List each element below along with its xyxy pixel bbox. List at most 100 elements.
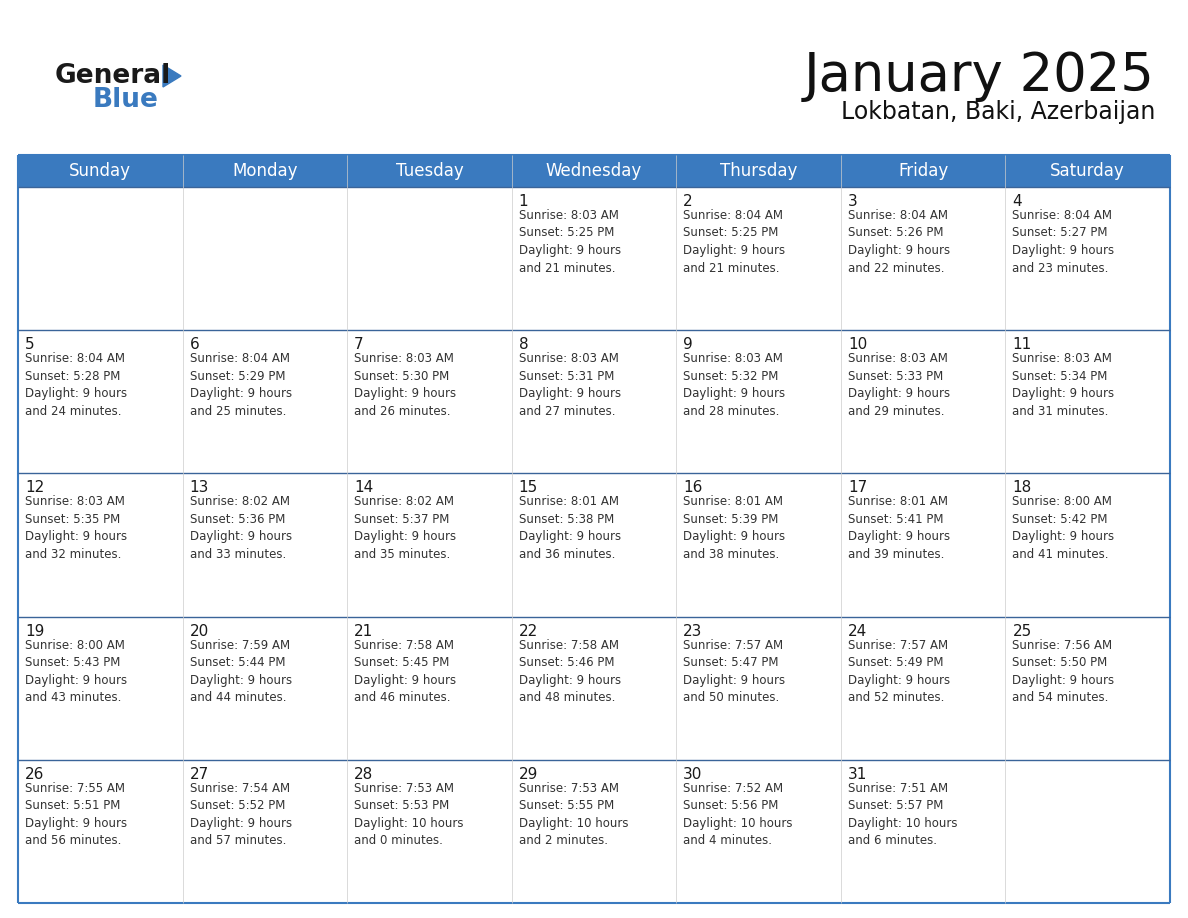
- Bar: [183, 187, 347, 330]
- Text: 5: 5: [25, 337, 34, 353]
- Bar: [841, 187, 1005, 330]
- Text: 28: 28: [354, 767, 373, 782]
- Bar: [512, 330, 676, 474]
- Text: Sunrise: 7:56 AM
Sunset: 5:50 PM
Daylight: 9 hours
and 54 minutes.: Sunrise: 7:56 AM Sunset: 5:50 PM Dayligh…: [1012, 639, 1114, 704]
- Text: Sunrise: 7:52 AM
Sunset: 5:56 PM
Daylight: 10 hours
and 4 minutes.: Sunrise: 7:52 AM Sunset: 5:56 PM Dayligh…: [683, 782, 792, 847]
- Text: 24: 24: [848, 623, 867, 639]
- Text: Sunrise: 7:57 AM
Sunset: 5:47 PM
Daylight: 9 hours
and 50 minutes.: Sunrise: 7:57 AM Sunset: 5:47 PM Dayligh…: [683, 639, 785, 704]
- Bar: [1005, 187, 1170, 330]
- Text: Thursday: Thursday: [720, 162, 797, 180]
- Bar: [841, 760, 1005, 903]
- Text: Sunrise: 8:00 AM
Sunset: 5:42 PM
Daylight: 9 hours
and 41 minutes.: Sunrise: 8:00 AM Sunset: 5:42 PM Dayligh…: [1012, 496, 1114, 561]
- Bar: [18, 330, 183, 474]
- Text: January 2025: January 2025: [804, 50, 1155, 102]
- Bar: [512, 474, 676, 617]
- Text: 3: 3: [848, 194, 858, 209]
- Text: 23: 23: [683, 623, 702, 639]
- Text: 19: 19: [25, 623, 44, 639]
- Bar: [512, 760, 676, 903]
- Text: Sunrise: 8:01 AM
Sunset: 5:41 PM
Daylight: 9 hours
and 39 minutes.: Sunrise: 8:01 AM Sunset: 5:41 PM Dayligh…: [848, 496, 950, 561]
- Bar: [1005, 760, 1170, 903]
- Text: Sunrise: 7:53 AM
Sunset: 5:53 PM
Daylight: 10 hours
and 0 minutes.: Sunrise: 7:53 AM Sunset: 5:53 PM Dayligh…: [354, 782, 463, 847]
- Bar: [347, 760, 512, 903]
- Text: Sunrise: 8:04 AM
Sunset: 5:27 PM
Daylight: 9 hours
and 23 minutes.: Sunrise: 8:04 AM Sunset: 5:27 PM Dayligh…: [1012, 209, 1114, 274]
- Bar: [676, 187, 841, 330]
- Bar: [1005, 617, 1170, 760]
- Text: 18: 18: [1012, 480, 1031, 496]
- Text: 2: 2: [683, 194, 693, 209]
- Text: Sunrise: 8:02 AM
Sunset: 5:36 PM
Daylight: 9 hours
and 33 minutes.: Sunrise: 8:02 AM Sunset: 5:36 PM Dayligh…: [190, 496, 292, 561]
- Text: 26: 26: [25, 767, 44, 782]
- Text: General: General: [55, 63, 171, 89]
- Bar: [347, 330, 512, 474]
- Text: Sunrise: 8:03 AM
Sunset: 5:35 PM
Daylight: 9 hours
and 32 minutes.: Sunrise: 8:03 AM Sunset: 5:35 PM Dayligh…: [25, 496, 127, 561]
- Text: 4: 4: [1012, 194, 1022, 209]
- Text: 8: 8: [519, 337, 529, 353]
- Text: Blue: Blue: [93, 87, 159, 113]
- Bar: [183, 760, 347, 903]
- Bar: [18, 617, 183, 760]
- Text: 11: 11: [1012, 337, 1031, 353]
- Text: Sunrise: 8:01 AM
Sunset: 5:38 PM
Daylight: 9 hours
and 36 minutes.: Sunrise: 8:01 AM Sunset: 5:38 PM Dayligh…: [519, 496, 621, 561]
- Bar: [841, 474, 1005, 617]
- Text: 7: 7: [354, 337, 364, 353]
- Bar: [676, 760, 841, 903]
- Bar: [183, 330, 347, 474]
- Text: Saturday: Saturday: [1050, 162, 1125, 180]
- Text: 14: 14: [354, 480, 373, 496]
- Text: 9: 9: [683, 337, 693, 353]
- Text: Sunrise: 7:54 AM
Sunset: 5:52 PM
Daylight: 9 hours
and 57 minutes.: Sunrise: 7:54 AM Sunset: 5:52 PM Dayligh…: [190, 782, 292, 847]
- Bar: [841, 330, 1005, 474]
- Text: 20: 20: [190, 623, 209, 639]
- Bar: [512, 617, 676, 760]
- Text: 12: 12: [25, 480, 44, 496]
- Text: Lokbatan, Baki, Azerbaijan: Lokbatan, Baki, Azerbaijan: [841, 100, 1155, 124]
- Text: 21: 21: [354, 623, 373, 639]
- Text: Sunrise: 8:03 AM
Sunset: 5:30 PM
Daylight: 9 hours
and 26 minutes.: Sunrise: 8:03 AM Sunset: 5:30 PM Dayligh…: [354, 353, 456, 418]
- Bar: [676, 330, 841, 474]
- Text: 22: 22: [519, 623, 538, 639]
- Text: 1: 1: [519, 194, 529, 209]
- Text: Tuesday: Tuesday: [396, 162, 463, 180]
- Text: Friday: Friday: [898, 162, 948, 180]
- Text: Sunrise: 8:03 AM
Sunset: 5:32 PM
Daylight: 9 hours
and 28 minutes.: Sunrise: 8:03 AM Sunset: 5:32 PM Dayligh…: [683, 353, 785, 418]
- Bar: [18, 760, 183, 903]
- Text: Sunrise: 7:57 AM
Sunset: 5:49 PM
Daylight: 9 hours
and 52 minutes.: Sunrise: 7:57 AM Sunset: 5:49 PM Dayligh…: [848, 639, 950, 704]
- Polygon shape: [163, 65, 181, 87]
- Bar: [18, 474, 183, 617]
- Text: 30: 30: [683, 767, 702, 782]
- Bar: [1005, 474, 1170, 617]
- Text: 29: 29: [519, 767, 538, 782]
- Text: Sunrise: 8:04 AM
Sunset: 5:25 PM
Daylight: 9 hours
and 21 minutes.: Sunrise: 8:04 AM Sunset: 5:25 PM Dayligh…: [683, 209, 785, 274]
- Text: Sunrise: 8:01 AM
Sunset: 5:39 PM
Daylight: 9 hours
and 38 minutes.: Sunrise: 8:01 AM Sunset: 5:39 PM Dayligh…: [683, 496, 785, 561]
- Text: Sunrise: 7:58 AM
Sunset: 5:46 PM
Daylight: 9 hours
and 48 minutes.: Sunrise: 7:58 AM Sunset: 5:46 PM Dayligh…: [519, 639, 621, 704]
- Text: Sunrise: 7:58 AM
Sunset: 5:45 PM
Daylight: 9 hours
and 46 minutes.: Sunrise: 7:58 AM Sunset: 5:45 PM Dayligh…: [354, 639, 456, 704]
- Bar: [347, 187, 512, 330]
- Bar: [512, 187, 676, 330]
- Bar: [347, 474, 512, 617]
- Text: Sunrise: 8:00 AM
Sunset: 5:43 PM
Daylight: 9 hours
and 43 minutes.: Sunrise: 8:00 AM Sunset: 5:43 PM Dayligh…: [25, 639, 127, 704]
- Text: Sunrise: 7:53 AM
Sunset: 5:55 PM
Daylight: 10 hours
and 2 minutes.: Sunrise: 7:53 AM Sunset: 5:55 PM Dayligh…: [519, 782, 628, 847]
- Bar: [347, 617, 512, 760]
- Text: Sunrise: 8:03 AM
Sunset: 5:34 PM
Daylight: 9 hours
and 31 minutes.: Sunrise: 8:03 AM Sunset: 5:34 PM Dayligh…: [1012, 353, 1114, 418]
- Text: 25: 25: [1012, 623, 1031, 639]
- Text: Sunrise: 8:02 AM
Sunset: 5:37 PM
Daylight: 9 hours
and 35 minutes.: Sunrise: 8:02 AM Sunset: 5:37 PM Dayligh…: [354, 496, 456, 561]
- Bar: [676, 617, 841, 760]
- Bar: [18, 155, 1170, 187]
- Text: Sunrise: 8:04 AM
Sunset: 5:29 PM
Daylight: 9 hours
and 25 minutes.: Sunrise: 8:04 AM Sunset: 5:29 PM Dayligh…: [190, 353, 292, 418]
- Text: Sunrise: 8:03 AM
Sunset: 5:33 PM
Daylight: 9 hours
and 29 minutes.: Sunrise: 8:03 AM Sunset: 5:33 PM Dayligh…: [848, 353, 950, 418]
- Bar: [676, 474, 841, 617]
- Text: Wednesday: Wednesday: [545, 162, 643, 180]
- Text: 17: 17: [848, 480, 867, 496]
- Bar: [183, 617, 347, 760]
- Text: 15: 15: [519, 480, 538, 496]
- Text: 27: 27: [190, 767, 209, 782]
- Text: 10: 10: [848, 337, 867, 353]
- Text: Sunrise: 8:04 AM
Sunset: 5:26 PM
Daylight: 9 hours
and 22 minutes.: Sunrise: 8:04 AM Sunset: 5:26 PM Dayligh…: [848, 209, 950, 274]
- Text: 31: 31: [848, 767, 867, 782]
- Text: 16: 16: [683, 480, 702, 496]
- Bar: [1005, 330, 1170, 474]
- Text: Sunrise: 8:04 AM
Sunset: 5:28 PM
Daylight: 9 hours
and 24 minutes.: Sunrise: 8:04 AM Sunset: 5:28 PM Dayligh…: [25, 353, 127, 418]
- Text: Sunday: Sunday: [69, 162, 132, 180]
- Text: Sunrise: 8:03 AM
Sunset: 5:25 PM
Daylight: 9 hours
and 21 minutes.: Sunrise: 8:03 AM Sunset: 5:25 PM Dayligh…: [519, 209, 621, 274]
